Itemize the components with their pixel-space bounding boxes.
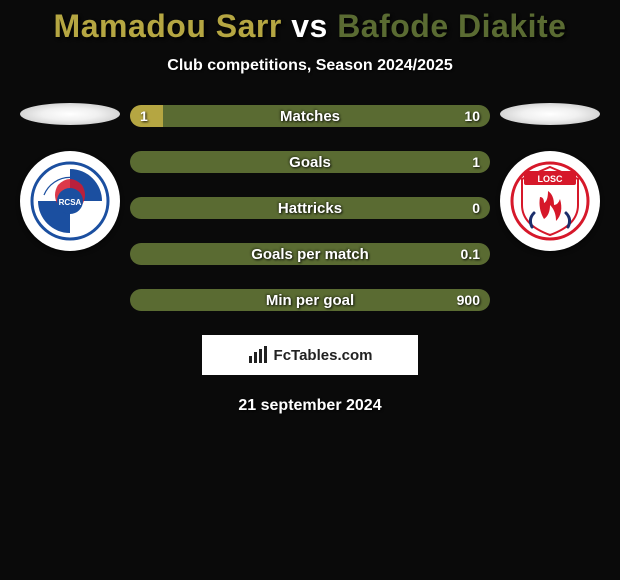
left-column: RCSA [20,103,120,251]
bar-track [130,197,490,219]
brand-box: FcTables.com [202,335,418,375]
svg-text:LOSC: LOSC [537,174,563,184]
stat-bar: Goals1 [130,151,490,173]
title-vs: vs [291,8,328,44]
brand-text: FcTables.com [274,347,373,364]
strasbourg-crest-icon: RCSA [30,161,110,241]
left-club-badge: RCSA [20,151,120,251]
right-club-badge: LOSC [500,151,600,251]
stat-bar: Min per goal900 [130,289,490,311]
oval-shadow-right [500,103,600,125]
bar-segment-left [130,105,163,127]
bar-track [130,289,490,311]
right-column: LOSC [500,103,600,251]
svg-text:RCSA: RCSA [59,198,82,207]
bars-column: Matches110 Goals1 Hattricks0 Goals per matc… [130,103,490,311]
bar-segment-right [130,289,490,311]
bar-segment-right [130,151,490,173]
bar-segment-right [130,243,490,265]
date-line: 21 september 2024 [0,397,620,415]
bar-chart-icon [248,346,268,364]
bar-segment-right [163,105,490,127]
stat-bar: Hattricks0 [130,197,490,219]
oval-shadow-left [20,103,120,125]
title-player1: Mamadou Sarr [54,8,282,44]
subtitle: Club competitions, Season 2024/2025 [0,57,620,75]
stat-bar: Matches110 [130,105,490,127]
bar-track [130,151,490,173]
page-title: Mamadou Sarr vs Bafode Diakite [0,8,620,45]
main-row: RCSA Matches110 Goals1 Hattricks0 Goals per… [0,103,620,311]
bar-segment-right [130,197,490,219]
lille-crest-icon: LOSC [510,161,590,241]
bar-track [130,105,490,127]
comparison-card: Mamadou Sarr vs Bafode Diakite Club comp… [0,0,620,415]
stat-bar: Goals per match0.1 [130,243,490,265]
bar-track [130,243,490,265]
title-player2: Bafode Diakite [337,8,566,44]
